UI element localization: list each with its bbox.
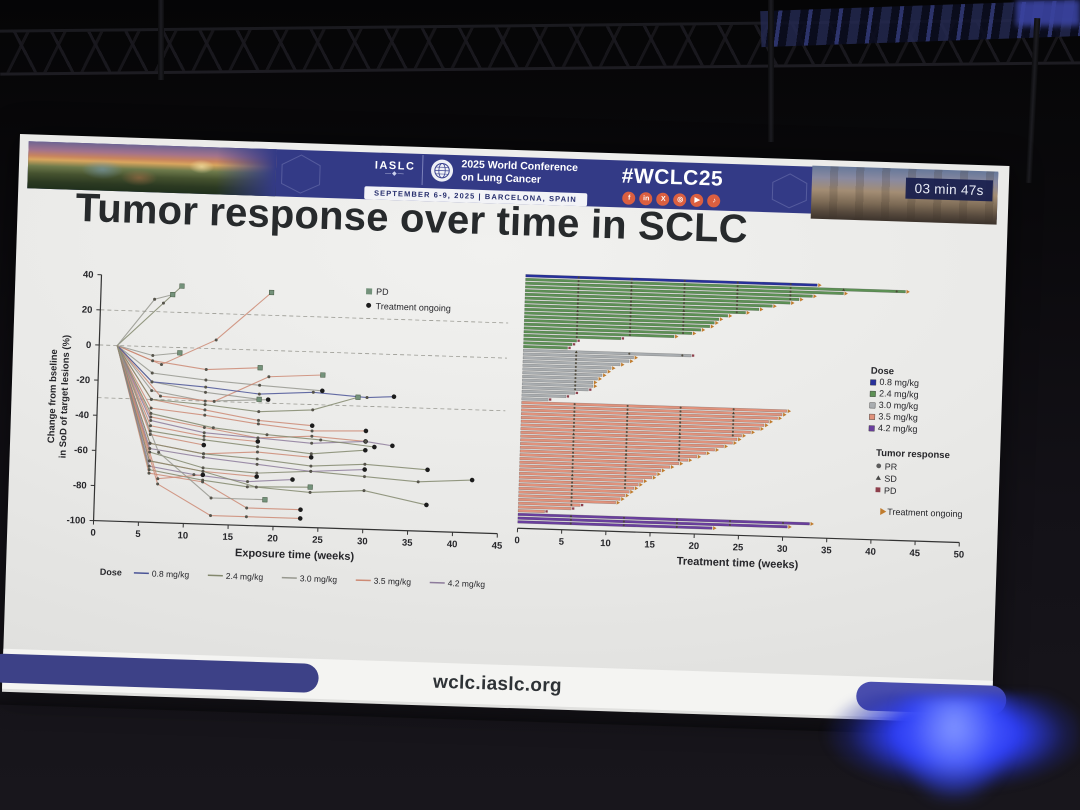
svg-text:SD: SD — [884, 474, 897, 484]
svg-text:0: 0 — [90, 527, 96, 538]
truss-pole — [158, 0, 164, 80]
svg-text:50: 50 — [953, 549, 964, 560]
blue-stage-glow-core — [898, 698, 1010, 800]
svg-text:20: 20 — [267, 533, 278, 544]
hexagon-decoration — [281, 154, 321, 194]
svg-text:0.8 mg/kg: 0.8 mg/kg — [879, 377, 919, 388]
svg-text:15: 15 — [644, 539, 656, 550]
svg-text:3.5 mg/kg: 3.5 mg/kg — [374, 576, 412, 587]
presentation-slide: IASLC —◆— — [0, 134, 1010, 724]
logo-divider — [421, 154, 424, 185]
svg-text:40: 40 — [447, 539, 458, 550]
hexagon-decoration — [771, 173, 808, 209]
spider-plot: 40 20 0 -20 -40 -60 -80 -100 0 5 10 15 20 25 30 35 40 45 P… — [46, 269, 509, 589]
conference-logo-group: IASLC —◆— — [363, 153, 588, 206]
svg-text:10: 10 — [600, 538, 611, 549]
svg-text:5: 5 — [558, 537, 564, 548]
svg-text:Tumor response: Tumor response — [876, 448, 950, 461]
svg-text:PD: PD — [376, 287, 389, 297]
svg-text:15: 15 — [222, 532, 234, 543]
stage-light-corner — [1016, 0, 1080, 26]
svg-text:10: 10 — [177, 530, 188, 541]
svg-text:Treatment ongoing: Treatment ongoing — [375, 301, 451, 313]
svg-text:20: 20 — [82, 305, 93, 316]
tiktok-icon: ♪ — [707, 193, 721, 208]
svg-text:5: 5 — [135, 529, 141, 540]
conference-title: 2025 World Conference on Lung Cancer — [461, 158, 578, 187]
svg-text:4.2 mg/kg: 4.2 mg/kg — [878, 423, 918, 434]
svg-text:35: 35 — [821, 545, 833, 556]
banner-center: IASLC —◆— — [275, 149, 812, 213]
svg-text:35: 35 — [402, 538, 414, 549]
facebook-icon: f — [622, 190, 636, 205]
svg-text:0: 0 — [514, 535, 520, 546]
footer-url: wclc.iaslc.org — [432, 671, 563, 697]
svg-text:Treatment time (weeks): Treatment time (weeks) — [677, 555, 799, 571]
iaslc-logo-underline: —◆— — [384, 170, 405, 178]
svg-text:Dose: Dose — [871, 366, 895, 378]
svg-text:2.4 mg/kg: 2.4 mg/kg — [879, 388, 919, 399]
svg-text:25: 25 — [312, 535, 324, 546]
svg-text:45: 45 — [491, 540, 503, 551]
svg-text:-20: -20 — [76, 375, 90, 386]
svg-text:3.0 mg/kg: 3.0 mg/kg — [879, 400, 919, 411]
svg-text:30: 30 — [777, 544, 788, 555]
svg-text:30: 30 — [357, 536, 368, 547]
svg-text:-100: -100 — [66, 515, 85, 527]
conference-banner: IASLC —◆— — [27, 141, 999, 225]
svg-text:PD: PD — [884, 486, 897, 496]
youtube-icon: ▶ — [690, 193, 704, 207]
svg-text:25: 25 — [733, 542, 745, 553]
svg-text:PR: PR — [885, 462, 898, 472]
timer-badge: 03 min 47s — [905, 177, 994, 202]
svg-text:0.8 mg/kg: 0.8 mg/kg — [152, 568, 190, 579]
linkedin-icon: in — [639, 191, 653, 205]
svg-text:20: 20 — [688, 541, 699, 552]
svg-text:4.2 mg/kg: 4.2 mg/kg — [448, 578, 486, 589]
svg-text:3.0 mg/kg: 3.0 mg/kg — [300, 573, 338, 584]
conference-hashtag: #WCLC25 — [621, 163, 724, 191]
sagrada-familia-photo: 03 min 47s — [810, 165, 999, 225]
truss-pole — [768, 0, 774, 142]
svg-text:Change from bseline: Change from bseline — [46, 349, 60, 443]
svg-text:Dose: Dose — [100, 567, 122, 578]
svg-text:0: 0 — [86, 340, 92, 351]
svg-text:-80: -80 — [73, 480, 87, 491]
projection-screen: IASLC —◆— — [0, 134, 1010, 737]
svg-text:-60: -60 — [74, 445, 88, 456]
svg-text:Treatment ongoing: Treatment ongoing — [887, 507, 963, 519]
svg-text:-40: -40 — [75, 410, 89, 421]
globe-emblem-icon — [431, 159, 454, 182]
footer-pill-left — [0, 653, 320, 693]
swimmer-plot: 0 5 10 15 20 25 30 35 40 45 50 Treatment time (week… — [514, 274, 964, 571]
svg-text:in SoD of target lesions (%): in SoD of target lesions (%) — [58, 335, 73, 459]
svg-text:2.4 mg/kg: 2.4 mg/kg — [226, 571, 264, 582]
svg-text:Exposure time (weeks): Exposure time (weeks) — [235, 547, 355, 563]
svg-text:40: 40 — [83, 269, 94, 280]
svg-text:45: 45 — [909, 548, 921, 559]
x-icon: X — [656, 192, 670, 206]
svg-text:3.5 mg/kg: 3.5 mg/kg — [878, 411, 918, 422]
iaslc-logo: IASLC —◆— — [375, 159, 416, 177]
hashtag-group: #WCLC25 f in X ◎ ▶ ♪ — [621, 163, 724, 208]
svg-text:40: 40 — [865, 547, 876, 558]
instagram-icon: ◎ — [673, 192, 687, 207]
